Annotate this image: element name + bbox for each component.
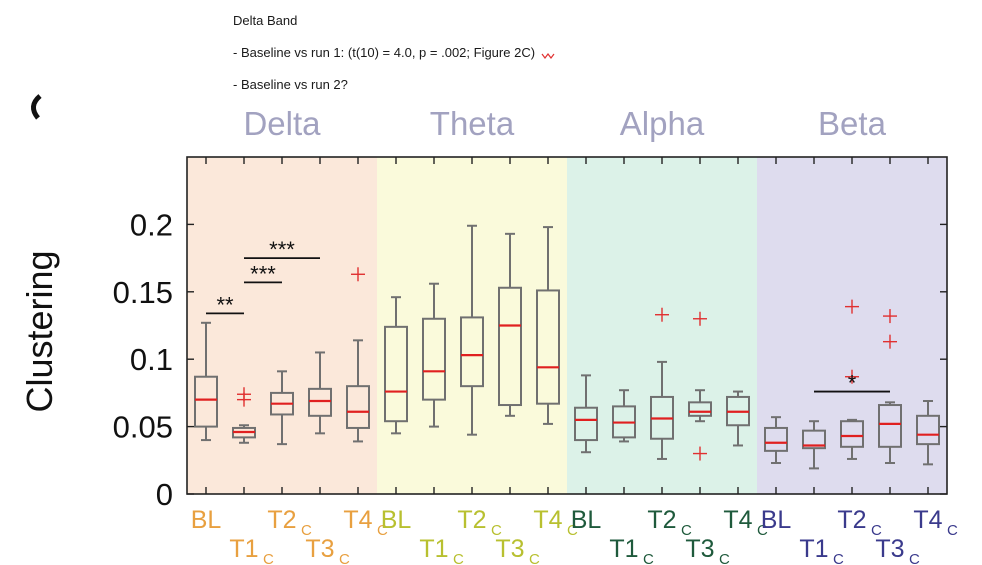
- x-tick-label: T3: [685, 535, 714, 563]
- box-theta: [460, 316, 484, 388]
- spellcheck-squiggle-icon: [541, 53, 555, 59]
- y-tick-label: 0: [156, 477, 173, 512]
- box-delta: [308, 387, 332, 417]
- outlier-marker: [883, 334, 897, 349]
- x-tick-label-subscript: C: [833, 551, 844, 565]
- x-tick-label: T3: [875, 535, 904, 563]
- box-beta: [840, 420, 864, 448]
- x-tick-label-subscript: C: [757, 522, 768, 539]
- x-tick-label: BL: [761, 506, 792, 534]
- y-tick-label: 0.1: [130, 342, 173, 377]
- x-tick-label-subscript: C: [567, 522, 578, 539]
- box-beta: [764, 426, 788, 452]
- y-axis-label: Clustering: [19, 250, 60, 412]
- x-tick-label-subscript: C: [301, 522, 312, 539]
- x-tick-label: T2: [457, 506, 486, 534]
- box-theta: [498, 286, 522, 407]
- box-theta: [384, 325, 408, 423]
- box-theta: [422, 317, 446, 401]
- outlier-marker: [845, 299, 859, 314]
- y-tick-label: 0.05: [113, 410, 173, 445]
- outlier-marker: [693, 446, 707, 461]
- x-tick-label: T4: [343, 506, 372, 534]
- x-tick-label: T2: [837, 506, 866, 534]
- note-baseline-run2: - Baseline vs run 2?: [233, 77, 348, 92]
- band-title-alpha: Alpha: [620, 105, 705, 142]
- y-tick-label: 0.15: [113, 275, 173, 310]
- x-tick-label: T2: [267, 506, 296, 534]
- plot-frame: [186, 156, 948, 495]
- x-tick-label-subscript: C: [719, 551, 730, 565]
- x-tick-label: T3: [495, 535, 524, 563]
- outlier-marker: [693, 311, 707, 326]
- y-tick-label: 0.2: [130, 207, 173, 242]
- x-tick-label-subscript: C: [529, 551, 540, 565]
- box-beta: [802, 429, 826, 450]
- x-tick-label: T1: [799, 535, 828, 563]
- box-alpha: [574, 406, 598, 442]
- x-tick-label-subscript: C: [643, 551, 654, 565]
- note-title: Delta Band: [233, 13, 298, 28]
- outlier-marker: [237, 387, 251, 402]
- box-beta: [916, 414, 940, 446]
- x-tick-label-subscript: C: [871, 522, 882, 539]
- x-tick-label: BL: [571, 506, 602, 534]
- box-theta: [536, 289, 560, 405]
- x-tick-label: T1: [229, 535, 258, 563]
- band-bg-theta: [377, 157, 567, 494]
- band-title-delta: Delta: [243, 105, 321, 142]
- x-tick-label-subscript: C: [947, 522, 958, 539]
- outlier-marker: [883, 309, 897, 324]
- significance-stars: ***: [250, 261, 276, 286]
- outlier-marker: [845, 369, 859, 384]
- x-tick-label: T1: [609, 535, 638, 563]
- significance-stars: *: [848, 371, 857, 396]
- x-tick-label-subscript: C: [263, 551, 274, 565]
- x-tick-label: T3: [305, 535, 334, 563]
- note-baseline-run1: - Baseline vs run 1: (t(10) = 4.0, p = .…: [233, 45, 536, 60]
- x-tick-label: T4: [723, 506, 752, 534]
- band-title-beta: Beta: [818, 105, 887, 142]
- x-tick-label-subscript: C: [453, 551, 464, 565]
- box-alpha: [688, 401, 712, 417]
- band-title-theta: Theta: [430, 105, 515, 142]
- box-beta: [878, 404, 902, 448]
- x-tick-label: T4: [533, 506, 562, 534]
- x-tick-label: T4: [913, 506, 942, 534]
- outlier-marker: [351, 267, 365, 282]
- x-tick-label: T1: [419, 535, 448, 563]
- x-tick-label-subscript: C: [909, 551, 920, 565]
- x-tick-label: BL: [191, 506, 222, 534]
- panel-letter-fragment: [31, 94, 42, 120]
- significance-stars: **: [216, 292, 234, 317]
- x-tick-label-subscript: C: [377, 522, 388, 539]
- x-tick-label-subscript: C: [339, 551, 350, 565]
- x-tick-label: T2: [647, 506, 676, 534]
- band-bg-beta: [757, 157, 947, 494]
- x-tick-label-subscript: C: [681, 522, 692, 539]
- x-tick-label-subscript: C: [491, 522, 502, 539]
- box-delta: [194, 375, 218, 428]
- outlier-marker: [655, 307, 669, 322]
- box-delta: [346, 385, 370, 429]
- significance-stars: ***: [269, 237, 295, 262]
- x-tick-label: BL: [381, 506, 412, 534]
